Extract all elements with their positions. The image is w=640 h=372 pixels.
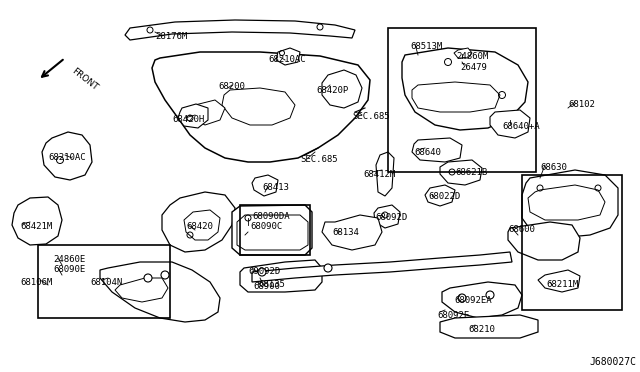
Polygon shape [12, 197, 62, 245]
Bar [388, 28, 536, 172]
Polygon shape [522, 170, 618, 238]
Text: 68090DA: 68090DA [252, 212, 290, 221]
Text: SEC.685: SEC.685 [352, 112, 390, 121]
Text: 68630: 68630 [540, 163, 567, 172]
Text: 68421M: 68421M [20, 222, 52, 231]
Polygon shape [100, 262, 220, 322]
Text: 68104N: 68104N [90, 278, 122, 287]
Text: 68092E: 68092E [437, 311, 469, 320]
Text: 68210AC: 68210AC [48, 153, 86, 162]
Text: 69092D: 69092D [248, 267, 280, 276]
Circle shape [258, 268, 266, 276]
Polygon shape [425, 185, 455, 206]
Text: 24860M: 24860M [456, 52, 488, 61]
Polygon shape [402, 48, 528, 130]
Polygon shape [374, 205, 400, 228]
Polygon shape [440, 160, 482, 185]
Text: J680027C: J680027C [589, 357, 636, 367]
Circle shape [458, 294, 466, 302]
Text: 24860E: 24860E [53, 255, 85, 264]
Text: 68640+A: 68640+A [502, 122, 540, 131]
Text: 68211M: 68211M [546, 280, 579, 289]
Text: FRONT: FRONT [70, 66, 100, 92]
Text: 68090C: 68090C [250, 222, 282, 231]
Polygon shape [237, 215, 308, 250]
Circle shape [324, 264, 332, 272]
Polygon shape [440, 315, 538, 338]
Text: 68022D: 68022D [428, 192, 460, 201]
Text: 68106M: 68106M [20, 278, 52, 287]
Text: 68420: 68420 [186, 222, 213, 231]
Polygon shape [125, 20, 355, 40]
Polygon shape [252, 175, 278, 196]
Polygon shape [538, 270, 580, 292]
Polygon shape [222, 88, 295, 125]
Polygon shape [442, 282, 522, 318]
Text: 68090E: 68090E [53, 265, 85, 274]
Polygon shape [454, 48, 472, 58]
Text: 26479: 26479 [460, 63, 487, 72]
Polygon shape [276, 48, 300, 65]
Text: 68412M: 68412M [363, 170, 396, 179]
Text: 68420P: 68420P [316, 86, 348, 95]
Polygon shape [184, 210, 220, 240]
Text: 68092D: 68092D [375, 213, 407, 222]
Polygon shape [412, 138, 462, 162]
Text: 68134: 68134 [332, 228, 359, 237]
Circle shape [486, 291, 494, 299]
Polygon shape [322, 215, 382, 250]
Text: 68413: 68413 [262, 183, 289, 192]
Polygon shape [376, 152, 394, 196]
Text: 68640: 68640 [414, 148, 441, 157]
Polygon shape [490, 110, 530, 138]
Polygon shape [178, 104, 208, 128]
Text: 68621B: 68621B [455, 168, 487, 177]
Text: 68513M: 68513M [410, 42, 442, 51]
Bar [38, 245, 170, 318]
Polygon shape [232, 205, 312, 255]
Circle shape [144, 274, 152, 282]
Text: 68102: 68102 [568, 100, 595, 109]
Text: 68092EA: 68092EA [454, 296, 492, 305]
Polygon shape [322, 70, 362, 108]
Text: 68420H: 68420H [172, 115, 204, 124]
Text: 68210AC: 68210AC [268, 55, 306, 64]
Polygon shape [528, 185, 605, 220]
Polygon shape [412, 82, 500, 112]
Circle shape [161, 271, 169, 279]
Text: 68210: 68210 [468, 325, 495, 334]
Polygon shape [162, 192, 235, 252]
Polygon shape [252, 252, 512, 282]
Text: 28176M: 28176M [155, 32, 188, 41]
Text: 68135: 68135 [258, 280, 285, 289]
Bar [522, 175, 622, 310]
Text: SEC.685: SEC.685 [300, 155, 338, 164]
Polygon shape [115, 278, 168, 302]
Polygon shape [190, 100, 225, 125]
Polygon shape [240, 260, 322, 292]
Text: 68200: 68200 [218, 82, 245, 91]
Polygon shape [152, 52, 370, 162]
Polygon shape [508, 222, 580, 260]
Text: 68600: 68600 [508, 225, 535, 234]
Text: 68900: 68900 [253, 282, 280, 291]
Bar [240, 205, 310, 255]
Polygon shape [42, 132, 92, 180]
